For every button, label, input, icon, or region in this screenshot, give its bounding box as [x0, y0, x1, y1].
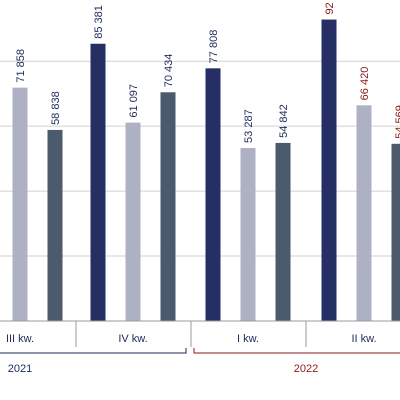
bar: [160, 92, 176, 321]
bar: [391, 143, 400, 321]
value-labels: 85 381 77 808 92 827 71 858 61 097 53 287 66 4…: [15, 0, 400, 143]
x-axis: III kw. IV kw. I kw. II kw.: [0, 320, 400, 347]
bar: [125, 122, 141, 321]
category-label: II kw.: [351, 333, 376, 345]
value-label: 85 381: [93, 5, 105, 39]
category-label: III kw.: [6, 333, 34, 345]
bar: [356, 105, 372, 322]
value-label: 61 097: [128, 84, 140, 118]
value-label: 54,569: [394, 105, 400, 139]
value-label: 58 838: [50, 91, 62, 125]
bar: [90, 43, 106, 321]
value-label: 70 434: [163, 54, 175, 88]
value-label: 53 287: [243, 109, 255, 143]
bar: [240, 147, 256, 321]
year-bracket-2021: [0, 348, 187, 354]
value-label: 92 827: [324, 0, 336, 15]
value-label: 66 420: [359, 67, 371, 101]
bar: [275, 142, 291, 321]
bars: [12, 19, 400, 322]
category-label: I kw.: [237, 333, 259, 345]
year-label: 2022: [294, 363, 318, 375]
year-label: 2021: [8, 363, 32, 375]
value-label: 77 808: [208, 30, 220, 64]
value-label: 54 842: [278, 104, 290, 138]
year-bracket-2022: [193, 348, 400, 354]
category-label: IV kw.: [118, 333, 147, 345]
bar: [12, 87, 28, 321]
value-label: 71 858: [15, 49, 27, 83]
bar: [321, 19, 337, 321]
bar: [47, 129, 63, 321]
bar: [205, 68, 221, 321]
year-groups: 2021 2022: [0, 348, 400, 375]
